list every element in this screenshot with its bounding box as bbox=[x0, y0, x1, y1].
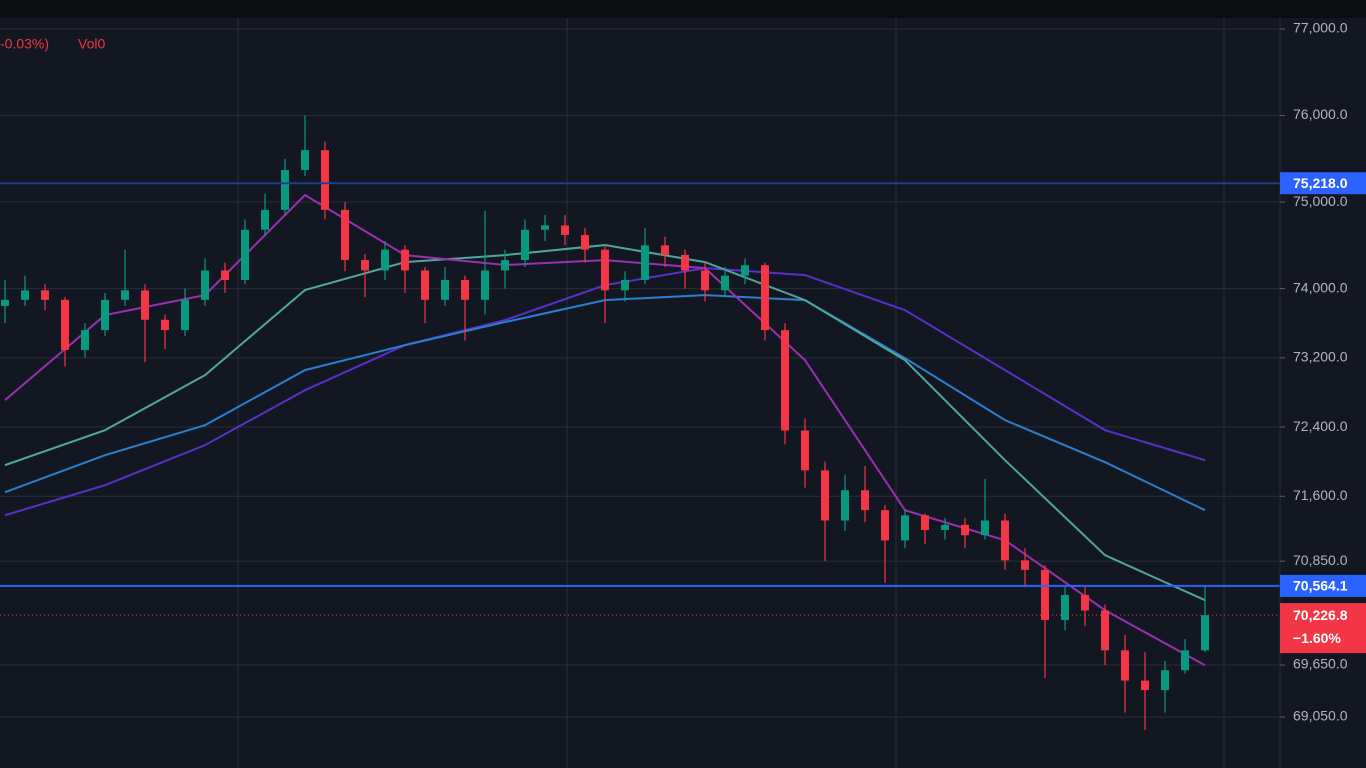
candle-body bbox=[461, 279, 469, 300]
candle-body bbox=[1021, 560, 1029, 570]
candle-body bbox=[41, 290, 49, 300]
volume-label: Vol0 bbox=[78, 36, 105, 52]
candle-body bbox=[641, 245, 649, 280]
candle-body bbox=[1181, 650, 1189, 671]
candle-body bbox=[741, 265, 749, 276]
candle-body bbox=[21, 290, 29, 300]
candle-body bbox=[861, 490, 869, 511]
candle-body bbox=[941, 524, 949, 531]
y-tick-label: 69,050.0 bbox=[1293, 708, 1348, 724]
candle-body bbox=[1061, 594, 1069, 621]
candle-body bbox=[161, 319, 169, 331]
candle-body bbox=[681, 254, 689, 271]
candle-body bbox=[881, 510, 889, 541]
candle-body bbox=[901, 515, 909, 541]
candle-body bbox=[361, 260, 369, 271]
y-tick-label: 69,650.0 bbox=[1293, 656, 1348, 672]
candle-body bbox=[1121, 650, 1129, 681]
price-label: 75,218.0 bbox=[1293, 175, 1348, 191]
candle-body bbox=[321, 150, 329, 210]
price-label-box bbox=[1280, 172, 1366, 195]
price-label-box bbox=[1280, 574, 1366, 597]
candle-body bbox=[421, 270, 429, 300]
candle-body bbox=[661, 245, 669, 255]
y-tick-label: 77,000.0 bbox=[1293, 20, 1348, 36]
candle-body bbox=[1041, 569, 1049, 621]
candle-body bbox=[1201, 615, 1209, 651]
y-tick-label: 72,400.0 bbox=[1293, 418, 1348, 434]
y-tick-label: 75,000.0 bbox=[1293, 193, 1348, 209]
y-tick-label: 73,200.0 bbox=[1293, 349, 1348, 365]
candle-body bbox=[1, 299, 9, 306]
candle-body bbox=[181, 299, 189, 331]
top-bar bbox=[0, 0, 1366, 18]
status-change: -0.03%) bbox=[0, 36, 49, 52]
candle-body bbox=[1001, 520, 1009, 561]
candle-body bbox=[441, 279, 449, 300]
candle-body bbox=[1141, 680, 1149, 691]
candle-body bbox=[81, 330, 89, 351]
candle-body bbox=[381, 249, 389, 271]
candle-body bbox=[721, 275, 729, 291]
candle-body bbox=[261, 209, 269, 230]
candle-body bbox=[601, 249, 609, 291]
last-price-change: −1.60% bbox=[1293, 630, 1341, 646]
candle-body bbox=[821, 470, 829, 521]
candle-body bbox=[401, 249, 409, 271]
candle-body bbox=[801, 430, 809, 471]
last-price-box bbox=[1280, 603, 1366, 654]
candle-body bbox=[541, 225, 549, 230]
candle-body bbox=[521, 229, 529, 261]
y-tick-label: 76,000.0 bbox=[1293, 106, 1348, 122]
candle-body bbox=[281, 170, 289, 210]
candle-body bbox=[1101, 610, 1109, 651]
y-tick-label: 74,000.0 bbox=[1293, 279, 1348, 295]
candle-body bbox=[561, 225, 569, 235]
candle-body bbox=[581, 234, 589, 250]
candle-body bbox=[961, 524, 969, 536]
moving-average-line bbox=[4, 244, 1206, 602]
price-label: 70,564.1 bbox=[1293, 578, 1348, 594]
y-tick-label: 71,600.0 bbox=[1293, 487, 1348, 503]
candle-body bbox=[101, 299, 109, 331]
candle-body bbox=[221, 270, 229, 280]
candle-body bbox=[61, 299, 69, 351]
candle-body bbox=[341, 209, 349, 261]
candle-body bbox=[301, 150, 309, 171]
candle-body bbox=[481, 270, 489, 300]
candle-body bbox=[141, 290, 149, 320]
candle-body bbox=[921, 515, 929, 531]
candle-body bbox=[761, 265, 769, 331]
candle-body bbox=[981, 520, 989, 536]
candle-body bbox=[841, 490, 849, 521]
candle-body bbox=[241, 229, 249, 280]
candle-body bbox=[501, 260, 509, 271]
candle-body bbox=[121, 290, 129, 300]
candle-body bbox=[701, 270, 709, 291]
candle-body bbox=[201, 270, 209, 300]
last-price-label: 70,226.8 bbox=[1293, 607, 1348, 623]
candle-body bbox=[1161, 670, 1169, 691]
candle-body bbox=[621, 279, 629, 291]
candle-body bbox=[1081, 594, 1089, 611]
candle-body bbox=[781, 330, 789, 431]
y-tick-label: 70,850.0 bbox=[1293, 552, 1348, 568]
